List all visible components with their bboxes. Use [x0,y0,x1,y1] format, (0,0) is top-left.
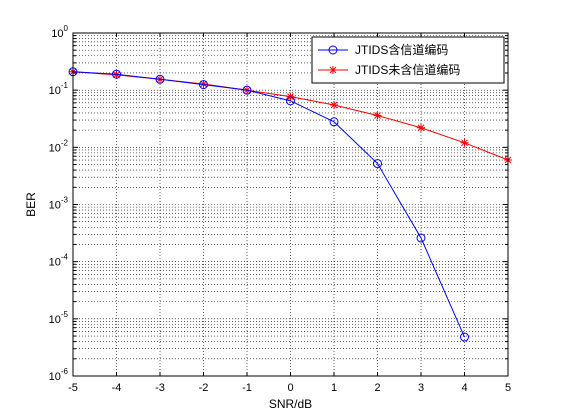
x-tick-label: -2 [199,382,209,394]
legend-marker [329,66,337,74]
data-point [330,101,338,110]
data-point [417,123,425,132]
y-tick-label: 100 [51,24,68,40]
y-tick-label: 10-4 [49,253,69,269]
data-point [416,233,426,243]
x-tick-label: 4 [461,382,467,394]
x-tick-label: -5 [68,382,78,394]
y-tick-label: 10-6 [49,367,69,383]
x-tick-label: -3 [155,382,165,394]
series-line [72,71,465,338]
y-tick-label: 10-5 [49,310,69,326]
star-stroke [330,101,338,109]
data-point [460,138,469,147]
x-tick-label: 0 [287,382,293,394]
legend-marker [328,45,338,55]
data-point [242,85,252,95]
legend-item: JTIDS未含信道编码 [318,62,460,77]
data-point [460,332,469,342]
data-point [329,117,339,127]
x-axis-label: SNR/dB [269,397,312,411]
x-tick-label: 3 [418,382,424,394]
series-1 [68,67,469,342]
legend-label: JTIDS未含信道编码 [355,62,460,77]
x-tick-label: -1 [242,382,252,394]
star-stroke [374,112,381,119]
grid [73,33,508,376]
data-point [112,69,121,79]
star-stroke [200,80,207,88]
y-tick-label: 10-2 [49,138,69,154]
y-tick-label: 10-3 [49,196,69,212]
x-tick-label: 1 [331,382,337,394]
y-tick-labels: 100 10-1 10-2 10-3 10-4 10-5 10-6 [49,24,69,383]
legend-box [311,36,505,84]
star-stroke [461,139,468,147]
data-point [286,96,295,106]
y-axis-label: BER [24,192,38,217]
star-stroke [417,124,425,132]
x-tick-label: 2 [374,382,380,394]
x-tick-labels: -5 -4 -3 -2 -1 0 1 2 3 4 5 [68,382,511,394]
data-point [199,80,208,90]
data-point [373,111,382,120]
star-stroke [113,71,120,79]
data-point [155,74,165,84]
y-tick-label: 10-1 [49,81,69,97]
plot-border [72,32,509,377]
star-stroke [329,66,337,74]
x-tick-label: -4 [112,382,122,394]
series-layer [68,67,512,342]
legend-label: JTIDS含信道编码 [355,42,448,57]
data-point [373,159,382,169]
legend-item: JTIDS含信道编码 [318,42,448,57]
legend: JTIDS含信道编码 JTIDS未含信道编码 [311,36,505,84]
x-tick-label: 5 [505,382,511,394]
